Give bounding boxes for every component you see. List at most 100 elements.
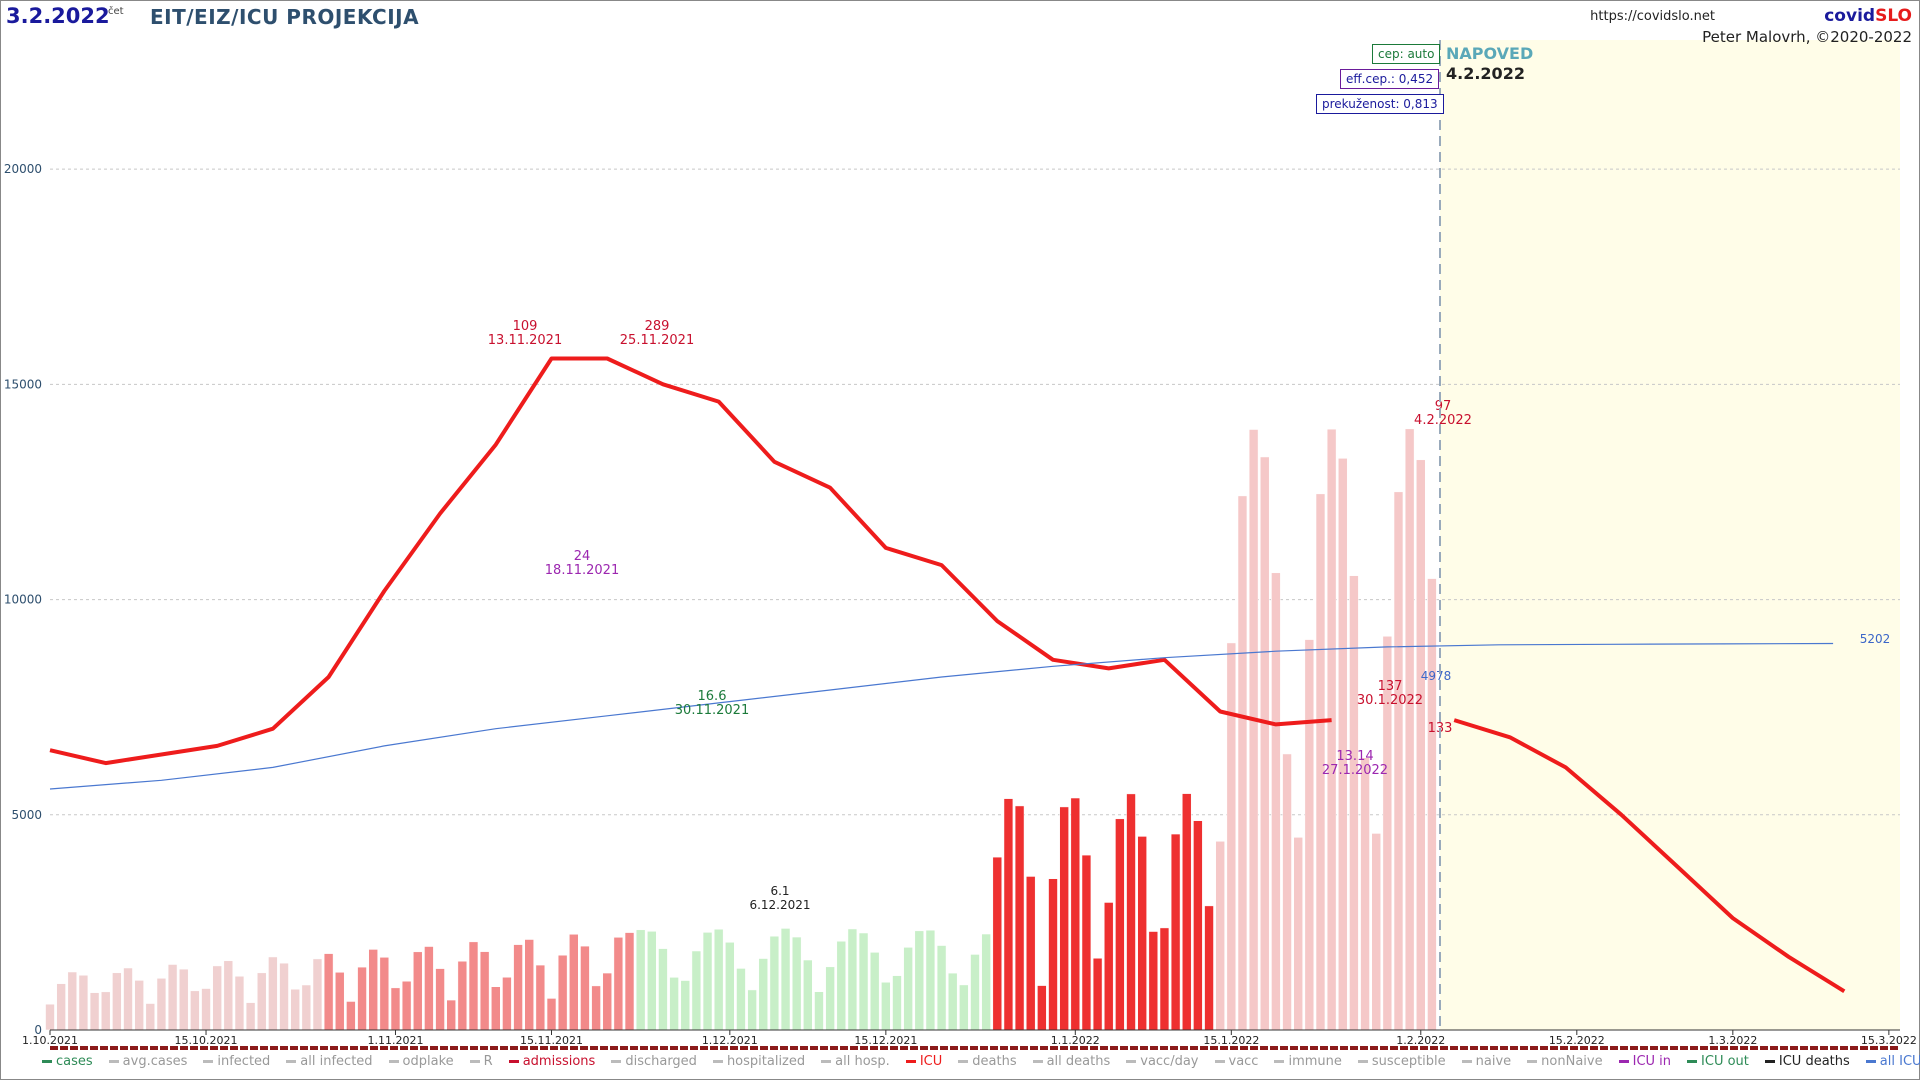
- annotation-date: 25.11.2021: [620, 333, 694, 348]
- case-bar: [234, 976, 245, 1031]
- case-bar: [1371, 833, 1381, 1031]
- legend-swatch: [388, 1060, 399, 1063]
- legend-item[interactable]: avg.cases: [108, 1054, 187, 1069]
- legend-item[interactable]: ICU deaths: [1764, 1054, 1850, 1069]
- legend-item[interactable]: naive: [1461, 1054, 1511, 1069]
- legend-item[interactable]: ICU in: [1618, 1054, 1671, 1069]
- annotation-value: 109: [513, 319, 538, 334]
- prekuzenost-box: prekuženost: 0,813: [1316, 94, 1444, 114]
- case-bar: [1271, 572, 1281, 1031]
- site-link[interactable]: https://covidslo.net: [1590, 9, 1715, 24]
- case-bar: [803, 959, 813, 1031]
- case-bar: [1282, 753, 1292, 1031]
- annotation-date: 30.1.2022: [1357, 693, 1423, 708]
- case-bar: [145, 1003, 156, 1031]
- legend-item[interactable]: hospitalized: [712, 1054, 805, 1069]
- legend-item[interactable]: ICU: [905, 1054, 942, 1069]
- eff-cep-box: eff.cep.: 0,452: [1340, 69, 1440, 89]
- case-bar: [56, 983, 66, 1031]
- case-bar: [725, 942, 735, 1031]
- legend-item[interactable]: ICU out: [1687, 1054, 1749, 1069]
- author-credit: Peter Malovrh, ©2020-2022: [1702, 28, 1912, 46]
- case-bar: [1226, 642, 1237, 1031]
- case-bar: [1182, 793, 1192, 1031]
- case-bars: [45, 428, 1437, 1031]
- legend-item[interactable]: cases: [42, 1054, 93, 1069]
- legend-item[interactable]: nonNaive: [1527, 1054, 1603, 1069]
- case-bar: [413, 951, 423, 1031]
- case-bar: [435, 968, 445, 1031]
- legend-item[interactable]: all hosp.: [821, 1054, 890, 1069]
- legend-item[interactable]: immune: [1274, 1054, 1342, 1069]
- case-bar: [257, 972, 267, 1031]
- annotation-date: 6.12.2021: [749, 898, 810, 912]
- brand-logo[interactable]: covidSLO: [1824, 6, 1912, 26]
- legend-swatch: [286, 1060, 297, 1063]
- series-all-icu: [49, 642, 1834, 790]
- case-bar: [1215, 841, 1225, 1031]
- legend-item[interactable]: vacc: [1214, 1054, 1258, 1069]
- case-bar: [780, 928, 791, 1031]
- case-bar: [825, 966, 835, 1031]
- series-icu-forecast: [1453, 718, 1846, 994]
- x-tick-label: 15.1.2022: [1203, 1034, 1259, 1047]
- case-bar: [401, 981, 412, 1031]
- legend-item[interactable]: odplake: [388, 1054, 454, 1069]
- case-bar: [613, 937, 624, 1031]
- forecast-region: [1440, 40, 1900, 1030]
- case-bar: [112, 972, 122, 1031]
- legend-item[interactable]: R: [469, 1054, 493, 1069]
- case-bar: [624, 932, 635, 1031]
- case-bar: [959, 984, 969, 1031]
- legend-label: vacc/day: [1140, 1054, 1199, 1069]
- legend-swatch: [1865, 1060, 1876, 1063]
- case-bar: [635, 929, 646, 1031]
- case-bar: [1393, 491, 1404, 1031]
- legend-item[interactable]: vacc/day: [1126, 1054, 1199, 1069]
- annotation-value: 13.14: [1336, 749, 1373, 764]
- y-tick-label: 0: [34, 1023, 42, 1037]
- x-tick-label: 1.12.2021: [702, 1034, 758, 1047]
- annotation-date: 18.11.2021: [545, 563, 619, 578]
- case-bar: [903, 947, 913, 1031]
- x-tick-label: 15.10.2021: [175, 1034, 238, 1047]
- legend-item[interactable]: all infected: [286, 1054, 373, 1069]
- case-bar: [847, 928, 858, 1031]
- legend-swatch: [1461, 1060, 1472, 1063]
- legend-item[interactable]: deaths: [958, 1054, 1017, 1069]
- case-bar: [1137, 836, 1147, 1031]
- case-bar: [858, 932, 869, 1031]
- annotation-value: 137: [1378, 679, 1403, 694]
- case-bar: [1193, 820, 1203, 1031]
- x-tick-label: 1.10.2021: [22, 1034, 78, 1047]
- case-bar: [346, 1001, 356, 1031]
- case-bar: [881, 982, 891, 1031]
- legend-swatch: [1527, 1060, 1538, 1063]
- report-date: 3.2.2022: [6, 4, 110, 28]
- case-bar: [1416, 459, 1426, 1031]
- legend-label: R: [483, 1054, 493, 1069]
- legend: cases avg.cases infected all infected odplak…: [42, 1054, 1920, 1076]
- annotation-value: 24: [574, 549, 591, 564]
- case-bar: [1170, 833, 1181, 1031]
- case-bar: [869, 952, 880, 1031]
- case-bar: [179, 968, 189, 1031]
- case-bar: [1070, 797, 1081, 1031]
- case-bar: [479, 951, 490, 1031]
- case-bar: [45, 1003, 55, 1031]
- legend-item[interactable]: all ICU: [1865, 1054, 1920, 1069]
- case-bar: [312, 958, 323, 1031]
- annotation-value: 5202: [1860, 632, 1891, 646]
- y-tick-label: 20000: [4, 162, 42, 176]
- legend-item[interactable]: discharged: [611, 1054, 697, 1069]
- legend-item[interactable]: infected: [203, 1054, 270, 1069]
- case-bar: [524, 939, 534, 1031]
- legend-item[interactable]: susceptible: [1357, 1054, 1446, 1069]
- legend-item[interactable]: admissions: [508, 1054, 595, 1069]
- legend-item[interactable]: all deaths: [1032, 1054, 1110, 1069]
- case-bar: [758, 958, 768, 1031]
- case-bar: [557, 954, 568, 1031]
- case-bar: [268, 956, 278, 1031]
- cep-box: cep: auto: [1372, 44, 1441, 64]
